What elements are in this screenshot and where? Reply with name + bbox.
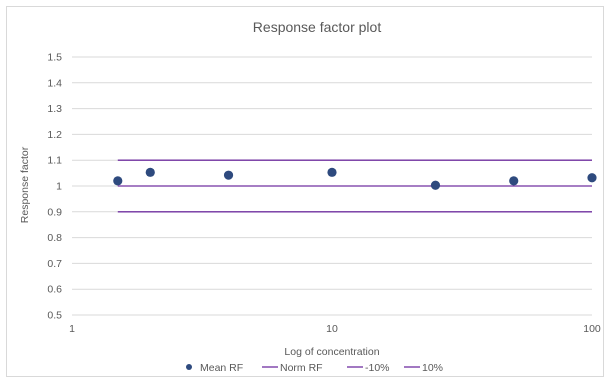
y-tick-label: 0.5 (47, 310, 62, 322)
data-point (509, 176, 519, 186)
y-tick-label: 0.6 (47, 284, 62, 296)
y-tick-label: 1.2 (47, 129, 62, 141)
legend-marker-mean-rf (186, 364, 192, 370)
chart-frame (6, 6, 604, 377)
y-tick-label: 0.7 (47, 258, 62, 270)
legend-label: Norm RF (280, 362, 323, 374)
y-axis-ticks: 0.5 0.6 0.7 0.8 0.9 1 1.1 1.2 1.3 1.4 1.5 (47, 52, 62, 322)
data-point (430, 180, 441, 190)
data-point (587, 173, 597, 183)
y-tick-label: 1.3 (47, 103, 62, 115)
reference-lines (117, 159, 592, 213)
y-axis-title: Response factor (19, 146, 31, 223)
legend-label: Mean RF (200, 362, 243, 374)
data-point (113, 176, 123, 186)
x-tick-label: 1 (69, 323, 75, 335)
y-tick-label: 1.5 (47, 52, 62, 64)
x-axis-title: Log of concentration (284, 346, 379, 358)
y-tick-label: 1 (56, 181, 62, 193)
y-tick-label: 1.1 (47, 155, 62, 167)
legend: Mean RF Norm RF -10% 10% (186, 362, 443, 374)
data-point (145, 167, 155, 177)
chart-title: Response factor plot (253, 19, 382, 35)
data-point (223, 170, 234, 180)
x-tick-label: 100 (583, 323, 601, 335)
y-tick-label: 1.4 (47, 77, 62, 89)
y-tick-label: 0.9 (47, 206, 62, 218)
y-tick-label: 0.8 (47, 232, 62, 244)
legend-label: 10% (422, 362, 443, 374)
legend-label: -10% (365, 362, 390, 374)
data-point (327, 167, 337, 177)
x-tick-label: 10 (326, 323, 338, 335)
data-markers (113, 167, 597, 190)
x-axis-ticks: 1 10 100 (69, 323, 601, 335)
